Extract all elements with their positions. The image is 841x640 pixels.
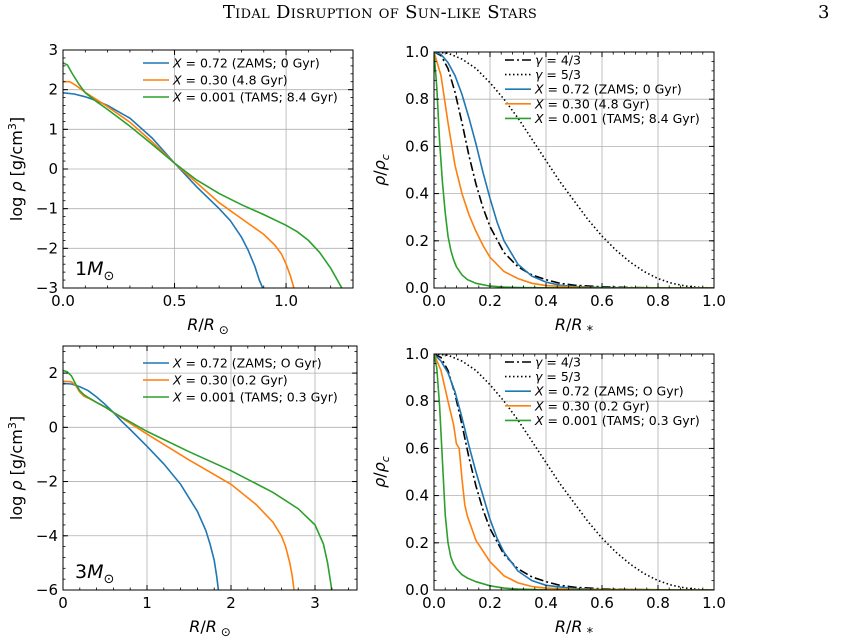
- series-line-1: [63, 380, 295, 590]
- series-line-2: [434, 354, 714, 590]
- y-tick-label: 0.4: [405, 185, 429, 203]
- x-tick-label: 0.0: [422, 594, 446, 612]
- y-tick-label: −4: [36, 527, 58, 545]
- mass-annotation: 3M⊙: [75, 561, 114, 587]
- y-tick-label: 0.4: [405, 487, 429, 505]
- y-tick-label: 0.2: [405, 534, 429, 552]
- legend-label: γ = 4/3: [535, 53, 581, 68]
- series-line-4: [434, 52, 714, 288]
- axes-frame: [433, 51, 715, 289]
- axes-frame: [433, 353, 715, 591]
- y-tick-label: 1.0: [405, 345, 429, 363]
- x-tick-label: 0.2: [478, 292, 502, 310]
- legend: X = 0.72 (ZAMS; 0 Gyr) X = 0.30 (4.8 Gyr)…: [143, 56, 338, 105]
- y-tick-label: 3: [48, 41, 58, 59]
- series-line-4: [434, 354, 714, 590]
- legend-label: X = 0.001 (TAMS; 8.4 Gyr): [172, 90, 338, 105]
- y-tick-label: 2: [48, 81, 58, 99]
- x-tick-label: 0.6: [590, 292, 614, 310]
- legend-label: X = 0.30 (0.2 Gyr): [172, 373, 288, 388]
- y-tick-label: 1.0: [405, 43, 429, 61]
- page-number: 3: [818, 2, 830, 23]
- chart-panel-bottom-left: 0 1 2 3 −6 −4 −2 0 2 R/R ⊙ log ρ [g/cm3] 3M⊙ X = 0.7…: [6, 345, 358, 639]
- y-tick-label: 0.6: [405, 439, 429, 457]
- y-axis-label: log ρ [g/cm3]: [6, 416, 26, 520]
- series-line-3: [434, 354, 714, 590]
- y-tick-label: 2: [48, 364, 58, 382]
- y-tick-label: 0.8: [405, 90, 429, 108]
- series-line-0: [63, 382, 220, 590]
- x-tick-label: 0: [58, 594, 68, 612]
- legend: X = 0.72 (ZAMS; O Gyr) X = 0.30 (0.2 Gyr)…: [143, 356, 338, 405]
- x-axis-label: R/R ⊙: [189, 617, 231, 639]
- y-tick-label: −6: [36, 581, 58, 599]
- x-tick-label: 1.0: [274, 292, 298, 310]
- y-axis-label: ρ/ρc: [370, 456, 392, 488]
- legend-label: γ = 4/3: [535, 355, 581, 370]
- chart-panel-top-left: 0.0 0.5 1.0 −3 −2 −1 0 1 2 3 R/R ⊙ log ρ [g/cm3] 1M⊙…: [6, 41, 354, 337]
- legend-label: X = 0.001 (TAMS; 0.3 Gyr): [534, 413, 700, 428]
- x-tick-label: 0.4: [534, 594, 558, 612]
- legend-label: X = 0.72 (ZAMS; 0 Gyr): [172, 56, 320, 71]
- y-tick-label: 0.0: [405, 581, 429, 599]
- legend-label: X = 0.72 (ZAMS; O Gyr): [172, 356, 322, 371]
- legend-label: X = 0.001 (TAMS; 8.4 Gyr): [534, 111, 700, 126]
- series-line-2: [63, 61, 343, 288]
- x-axis-label: R/R *: [555, 617, 594, 640]
- x-axis-label: R/R *: [555, 315, 594, 339]
- x-tick-label: 0.5: [163, 292, 187, 310]
- legend-label: X = 0.72 (ZAMS; 0 Gyr): [534, 82, 682, 97]
- legend-label: X = 0.72 (ZAMS; O Gyr): [534, 384, 684, 399]
- series-line-1: [434, 52, 714, 288]
- x-tick-label: 2: [226, 594, 236, 612]
- y-tick-label: −3: [36, 279, 58, 297]
- series-line-2: [63, 369, 333, 590]
- x-tick-label: 1.0: [702, 292, 726, 310]
- y-tick-label: −1: [36, 200, 58, 218]
- y-axis-label: ρ/ρc: [370, 154, 392, 186]
- y-axis-label: log ρ [g/cm3]: [6, 117, 26, 221]
- chart-panel-top-right: 0.0 0.2 0.4 0.6 0.8 1.0 0.0 0.2 0.4 0.6 0.8 1.0 R/R …: [370, 43, 726, 339]
- x-tick-label: 0.0: [422, 292, 446, 310]
- x-tick-label: 1.0: [702, 594, 726, 612]
- legend: γ = 4/3γ = 5/3X = 0.72 (ZAMS; 0 Gyr)X = …: [505, 53, 700, 126]
- x-tick-label: 0.4: [534, 292, 558, 310]
- series-line-1: [434, 354, 714, 590]
- y-tick-label: 0.2: [405, 232, 429, 250]
- legend-label: γ = 5/3: [535, 67, 581, 82]
- x-tick-label: 0.8: [646, 594, 670, 612]
- y-tick-label: −2: [36, 239, 58, 257]
- x-tick-label: 1: [142, 594, 152, 612]
- chart-panel-bottom-right: 0.0 0.2 0.4 0.6 0.8 1.0 0.0 0.2 0.4 0.6 0.8 1.0 R/R …: [370, 345, 726, 640]
- legend: γ = 4/3γ = 5/3X = 0.72 (ZAMS; O Gyr)X = …: [505, 355, 700, 428]
- y-tick-label: 0.8: [405, 392, 429, 410]
- legend-label: X = 0.30 (0.2 Gyr): [534, 398, 650, 413]
- y-tick-label: 1: [48, 120, 58, 138]
- x-axis-label: R/R ⊙: [187, 315, 229, 337]
- legend-label: γ = 5/3: [535, 369, 581, 384]
- x-tick-label: 0.0: [51, 292, 75, 310]
- series-line-0: [63, 92, 264, 288]
- y-tick-label: 0.0: [405, 279, 429, 297]
- running-header: Tidal Disruption of Sun-like Stars: [222, 2, 538, 23]
- legend-label: X = 0.30 (4.8 Gyr): [172, 73, 288, 88]
- series-line-3: [434, 52, 714, 288]
- y-tick-label: 0: [48, 418, 58, 436]
- legend-label: X = 0.30 (4.8 Gyr): [534, 96, 650, 111]
- y-tick-label: 0: [48, 160, 58, 178]
- axes-frame: [62, 345, 358, 591]
- x-tick-label: 0.8: [646, 292, 670, 310]
- mass-annotation: 1M⊙: [75, 258, 114, 284]
- legend-label: X = 0.001 (TAMS; 0.3 Gyr): [172, 390, 338, 405]
- x-tick-label: 0.2: [478, 594, 502, 612]
- y-tick-label: −2: [36, 473, 58, 491]
- x-tick-label: 3: [310, 594, 320, 612]
- x-tick-label: 0.6: [590, 594, 614, 612]
- y-tick-label: 0.6: [405, 137, 429, 155]
